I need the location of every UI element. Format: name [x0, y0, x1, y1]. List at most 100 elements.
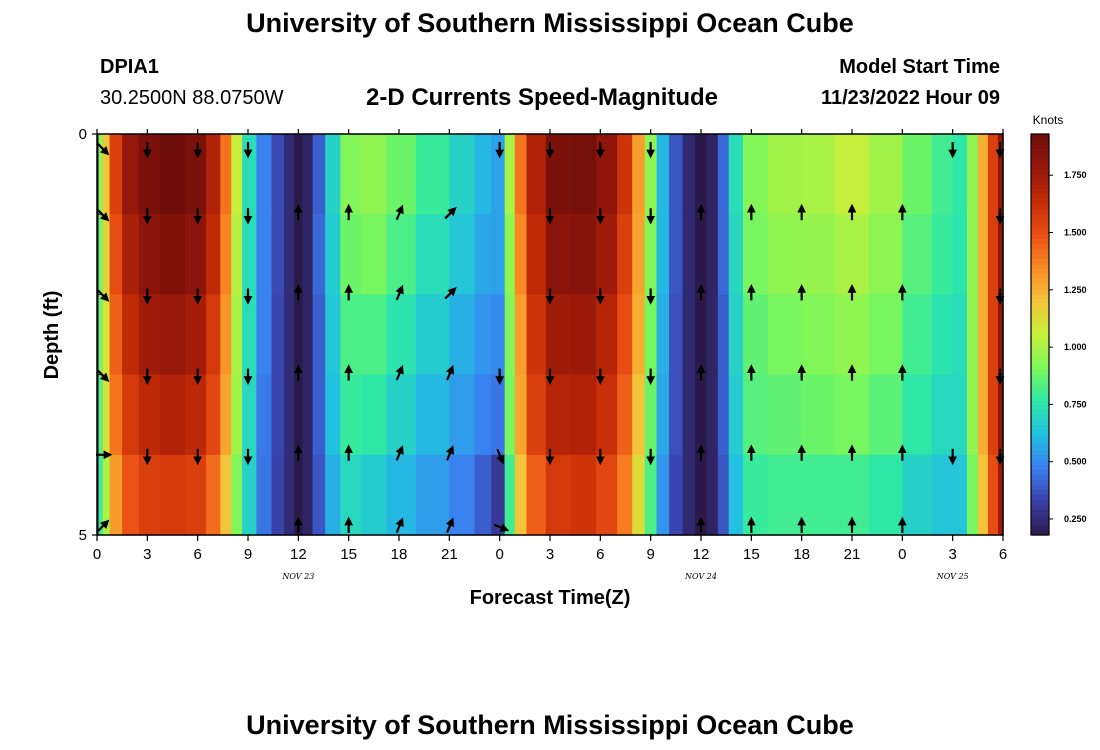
colorbar-tick-label: 1.250 — [1064, 285, 1087, 295]
colorbar-swatch — [1031, 314, 1049, 321]
heatmap-cell — [98, 134, 104, 215]
heatmap-cell — [256, 134, 273, 215]
date-label: NOV 23 — [281, 572, 314, 581]
heatmap-cell — [931, 454, 954, 536]
heatmap-cell — [977, 454, 989, 536]
heatmap-cell — [361, 134, 388, 215]
heatmap-cell — [706, 374, 719, 456]
heatmap-cell — [138, 374, 161, 456]
heatmap-cell — [386, 214, 417, 295]
heatmap-cell — [997, 134, 1004, 215]
heatmap-cell — [102, 374, 111, 456]
colorbar-swatch — [1031, 434, 1049, 441]
heatmap-cell — [682, 214, 696, 295]
colorbar-swatch — [1031, 229, 1049, 235]
colorbar-swatch — [1031, 194, 1049, 200]
x-axis-label: Forecast Time(Z) — [470, 587, 631, 609]
heatmap-cell — [242, 134, 257, 215]
heatmap-cell — [340, 214, 362, 295]
colorbar-swatch — [1031, 484, 1049, 491]
heatmap-cell — [728, 454, 744, 536]
current-vector-arrow — [493, 523, 510, 532]
heatmap-cell — [206, 134, 221, 215]
heatmap-cell — [185, 294, 207, 376]
heatmap-cell — [474, 214, 492, 295]
heatmap-cell — [231, 294, 243, 376]
colorbar-swatch — [1031, 504, 1049, 511]
heatmap-cell — [415, 294, 450, 376]
colorbar-swatch — [1031, 174, 1049, 180]
heatmap-cell — [294, 454, 304, 536]
heatmap-cell — [545, 294, 572, 376]
heatmap-cell — [325, 134, 341, 215]
heatmap-cell — [271, 294, 285, 376]
heatmap-cell — [504, 294, 516, 376]
heatmap-cell — [987, 214, 999, 295]
heatmap-cell — [98, 294, 104, 376]
heatmap-cell — [514, 374, 528, 456]
heatmap-cell — [109, 454, 123, 536]
heatmap-cell — [491, 374, 506, 456]
x-tick-label: 12 — [290, 546, 307, 563]
colorbar-swatch — [1031, 369, 1049, 376]
heatmap-cell — [902, 214, 933, 295]
heatmap-cell — [835, 374, 870, 456]
heatmap-cell — [271, 374, 285, 456]
current-vector-arrow — [445, 517, 455, 533]
heatmap-cell — [952, 454, 968, 536]
heatmap-cell — [644, 454, 658, 536]
colorbar-swatch — [1031, 499, 1049, 506]
heatmap-cell — [728, 374, 744, 456]
heatmap-cell — [220, 374, 232, 456]
colorbar-tick-label: 0.750 — [1064, 399, 1087, 409]
heatmap-cell — [97, 294, 100, 376]
station-id: DPIA1 — [100, 56, 159, 78]
heatmap-cell — [514, 214, 528, 295]
colorbar-swatch — [1031, 389, 1049, 396]
heatmap-cell — [98, 374, 104, 456]
colorbar-swatch — [1031, 399, 1049, 406]
heatmap-cell — [312, 214, 326, 295]
colorbar-tick-label: 1.750 — [1064, 170, 1087, 180]
colorbar-swatch — [1031, 464, 1049, 471]
colorbar-swatch — [1031, 189, 1049, 195]
heatmap-cell — [491, 454, 506, 536]
heatmap-cell — [868, 134, 903, 215]
colorbar-swatch — [1031, 199, 1049, 205]
colorbar-swatch — [1031, 219, 1049, 225]
heatmap-cell — [302, 134, 314, 215]
heatmap-cell — [669, 294, 684, 376]
heatmap-cell — [801, 454, 836, 536]
heatmap-cell — [952, 134, 968, 215]
heatmap-cell — [138, 214, 161, 295]
heatmap-cell — [977, 294, 989, 376]
heatmap-cell — [952, 294, 968, 376]
heatmap-cell — [474, 134, 492, 215]
heatmap-cell — [122, 134, 140, 215]
colorbar-swatch — [1031, 264, 1049, 270]
colorbar-swatch — [1031, 334, 1049, 341]
x-tick-label: 15 — [743, 546, 760, 563]
colorbar-swatch — [1031, 184, 1049, 190]
heatmap-cell — [977, 214, 989, 295]
heatmap-cell — [185, 214, 207, 295]
speed-heatmap — [97, 134, 1004, 536]
heatmap-cell — [902, 294, 933, 376]
heatmap-cell — [97, 134, 100, 215]
colorbar-swatch — [1031, 154, 1049, 160]
x-tick-label: 21 — [844, 546, 861, 563]
colorbar-swatch — [1031, 354, 1049, 361]
heatmap-cell — [325, 454, 341, 536]
heatmap-cell — [206, 454, 221, 536]
heatmap-cell — [596, 454, 618, 536]
heatmap-cell — [504, 374, 516, 456]
colorbar-swatch — [1031, 519, 1049, 526]
current-vector-arrow — [444, 287, 457, 300]
heatmap-cell — [632, 374, 646, 456]
heatmap-cell — [526, 294, 547, 376]
x-tick-label: 6 — [999, 546, 1007, 563]
heatmap-cell — [504, 214, 516, 295]
heatmap-cell — [122, 294, 140, 376]
colorbar-swatch — [1031, 299, 1049, 306]
colorbar-swatch — [1031, 374, 1049, 381]
